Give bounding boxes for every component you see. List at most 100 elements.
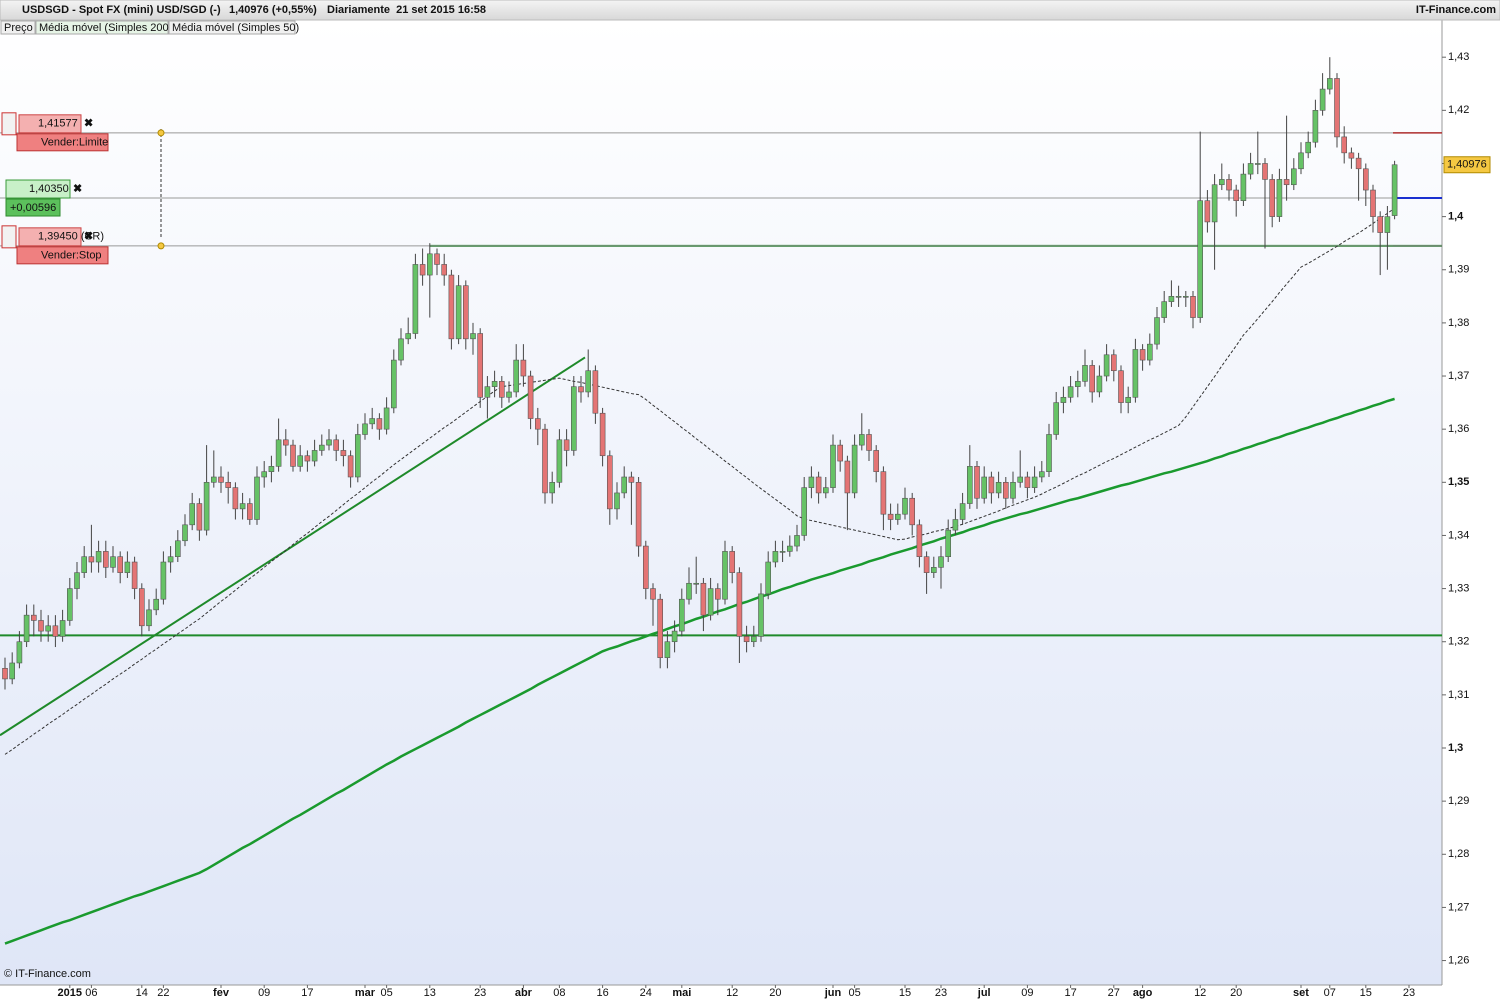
candle-body (477, 333, 484, 398)
candle-body (131, 561, 138, 589)
period: Diariamente 21 set 2015 16:58 (327, 4, 486, 16)
x-tick-label: 07 (1324, 987, 1336, 999)
candle-body (1370, 189, 1376, 217)
candle-body (894, 513, 901, 520)
candle-body (139, 588, 145, 627)
candle-body (981, 476, 988, 499)
position-close[interactable]: ✖ (73, 183, 82, 195)
candle-body (945, 529, 952, 558)
candle-body (1031, 476, 1038, 488)
candle-body (599, 412, 606, 457)
candle-body (398, 338, 404, 361)
y-tick-label: 1,36 (1448, 423, 1469, 435)
order-price: 1,41577 (38, 118, 78, 130)
candle-body (1147, 343, 1153, 361)
candle-body (1017, 476, 1024, 483)
candle-body (801, 487, 808, 536)
candle-body (88, 556, 95, 563)
candle-body (405, 333, 412, 340)
x-tick-label: 06 (85, 987, 97, 999)
candle-body (815, 476, 822, 494)
candle-body (1132, 349, 1139, 398)
candle-body (650, 588, 656, 600)
order-icon[interactable] (1, 112, 17, 136)
x-tick-label: jul (977, 987, 991, 999)
x-tick-label: 20 (769, 987, 781, 999)
y-tick-label: 1,35 (1448, 476, 1469, 488)
candle-body (1067, 386, 1074, 398)
candle-body (160, 561, 167, 600)
candle-body (203, 482, 210, 531)
legend-item[interactable] (35, 20, 169, 35)
legend-item[interactable] (0, 20, 36, 35)
order-action: Vender:Stop (41, 250, 102, 262)
candle-body (1269, 179, 1275, 217)
candle-body (167, 556, 174, 563)
x-tick-label: 05 (380, 987, 392, 999)
plot-background (0, 20, 1442, 985)
order-icon[interactable] (1, 225, 17, 249)
candle-body (1060, 396, 1067, 403)
y-tick-label: 1,33 (1448, 582, 1469, 594)
candle-body (923, 556, 930, 573)
candle-body (1255, 163, 1261, 165)
candle-body (1118, 370, 1124, 403)
position-box[interactable] (5, 179, 71, 199)
candle-body (722, 551, 728, 600)
candle-body (779, 551, 786, 553)
candle-body (1211, 184, 1218, 223)
candle-body (794, 535, 800, 547)
candle-body (311, 450, 318, 462)
candle-body (1125, 396, 1131, 403)
candle-body (1183, 296, 1189, 298)
candle-body (808, 476, 815, 488)
x-tick-label: set (1293, 987, 1309, 999)
candle-body (261, 471, 268, 478)
legend-item[interactable] (168, 20, 296, 35)
candle-body (354, 434, 361, 478)
y-tick-label: 1,38 (1448, 317, 1469, 329)
quote: 1,40976 (+0,55%) (229, 4, 317, 16)
order-action-box[interactable] (16, 133, 109, 152)
candle-body (902, 497, 908, 515)
candle-body (635, 482, 642, 547)
candle-body (743, 636, 750, 643)
order-cancel[interactable]: ✖ (84, 118, 93, 130)
candle-body (484, 386, 491, 398)
order-cancel[interactable]: ✖ (84, 231, 93, 243)
candle-body (506, 391, 512, 398)
x-tick-label: 24 (640, 987, 652, 999)
candle-body (837, 444, 844, 462)
brand: IT-Finance.com (1416, 4, 1496, 16)
candle-body (563, 439, 570, 451)
x-tick-label: 14 (136, 987, 148, 999)
candle-body (462, 285, 469, 340)
candle-body (621, 476, 628, 494)
candle-body (146, 609, 152, 627)
candle-body (700, 582, 707, 616)
order-price-box[interactable] (18, 114, 82, 134)
candle-body (657, 598, 664, 658)
candle-body (318, 444, 325, 451)
candle-body (232, 487, 239, 510)
x-tick-label: jun (824, 987, 842, 999)
candle-body (225, 482, 231, 488)
pnl-box (5, 198, 61, 217)
y-tick-label: 1,4 (1448, 211, 1464, 223)
candle-body (45, 625, 52, 632)
x-tick-label: mai (672, 987, 691, 999)
candle-body (1298, 152, 1304, 170)
order-price-box[interactable] (18, 227, 82, 247)
x-tick-label: 27 (1108, 987, 1120, 999)
legend-label: Média móvel (Simples 50) (172, 22, 299, 34)
candle-body (513, 359, 520, 393)
x-tick-label: 09 (1021, 987, 1033, 999)
pnl: +0,00596 (10, 202, 56, 214)
candle-body (304, 455, 311, 462)
candle-body (211, 476, 217, 483)
order-action-box[interactable] (16, 246, 109, 265)
candle-body (1391, 164, 1398, 216)
x-tick-label: 23 (474, 987, 486, 999)
candle-body (556, 439, 563, 483)
